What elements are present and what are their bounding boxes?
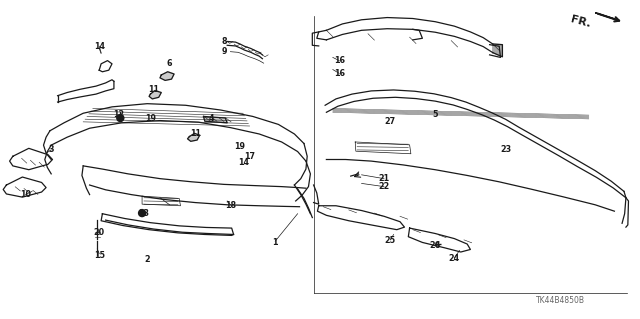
Text: 19: 19 [145, 114, 156, 122]
Polygon shape [160, 72, 174, 80]
Polygon shape [188, 133, 200, 141]
Text: 17: 17 [244, 152, 255, 161]
Text: 5: 5 [433, 110, 438, 119]
Text: 8: 8 [221, 37, 227, 46]
Text: 19: 19 [234, 142, 246, 151]
Text: 18: 18 [225, 201, 236, 210]
Text: 27: 27 [385, 117, 396, 126]
Polygon shape [204, 116, 227, 123]
Polygon shape [149, 91, 161, 99]
Text: 11: 11 [148, 85, 159, 94]
Text: 13: 13 [138, 209, 150, 218]
Text: 9: 9 [221, 47, 227, 56]
Text: 11: 11 [189, 130, 201, 138]
Text: FR.: FR. [570, 14, 592, 29]
Text: 26: 26 [429, 241, 441, 250]
Text: 1: 1 [273, 238, 278, 247]
Polygon shape [595, 13, 620, 21]
Text: 6: 6 [167, 59, 172, 68]
Text: 21: 21 [378, 174, 390, 183]
Text: 25: 25 [385, 236, 396, 245]
Text: 10: 10 [20, 190, 31, 199]
Text: 2: 2 [145, 256, 150, 264]
Circle shape [117, 115, 124, 122]
Text: 16: 16 [333, 56, 345, 65]
Text: 14: 14 [93, 42, 105, 51]
Text: 3: 3 [49, 145, 54, 154]
Text: 24: 24 [449, 254, 460, 263]
Circle shape [139, 210, 145, 217]
Text: 22: 22 [378, 182, 390, 191]
Text: TK44B4850B: TK44B4850B [536, 296, 584, 305]
Text: 15: 15 [93, 251, 105, 260]
Text: 12: 12 [113, 110, 124, 119]
Text: 16: 16 [333, 69, 345, 78]
Text: 23: 23 [500, 145, 511, 154]
Polygon shape [493, 44, 502, 57]
Text: 4: 4 [209, 114, 214, 122]
Text: 20: 20 [93, 228, 105, 237]
Text: 14: 14 [237, 158, 249, 167]
